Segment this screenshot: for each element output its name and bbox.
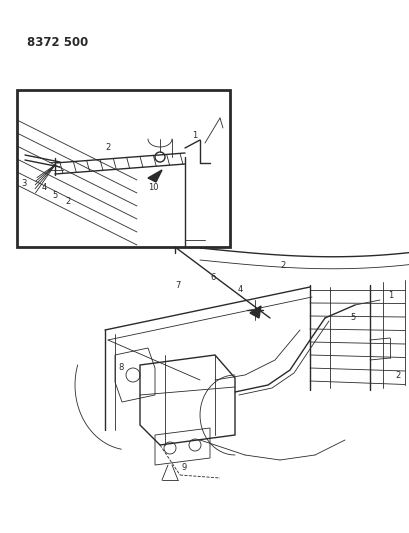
Text: 8372 500: 8372 500	[27, 36, 88, 49]
Text: 3: 3	[21, 179, 26, 188]
Text: 5: 5	[349, 313, 354, 322]
Bar	[17, 90, 229, 247]
Text: 7: 7	[175, 280, 180, 289]
Text: 10: 10	[148, 183, 158, 192]
Text: 2: 2	[105, 143, 110, 152]
Text: 8: 8	[118, 364, 123, 373]
Text: 2: 2	[279, 261, 285, 270]
Text: 4: 4	[237, 286, 243, 295]
Text: 2: 2	[394, 370, 399, 379]
Polygon shape	[148, 170, 162, 182]
Text: 1: 1	[191, 131, 197, 140]
Text: 6: 6	[209, 273, 215, 282]
Text: 4: 4	[42, 183, 47, 192]
Polygon shape	[249, 306, 261, 318]
Text: 1: 1	[387, 290, 392, 300]
Text: 2: 2	[65, 198, 70, 206]
Text: 9: 9	[182, 464, 187, 472]
Text: 5: 5	[52, 191, 57, 200]
